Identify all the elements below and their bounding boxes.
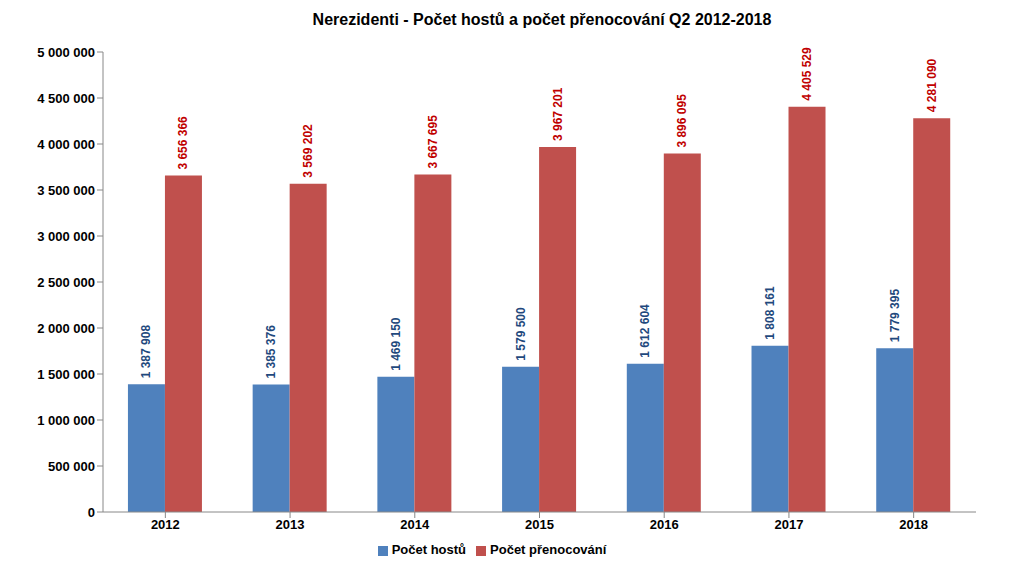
svg-text:2014: 2014 [400, 517, 430, 532]
svg-text:4 281 090: 4 281 090 [925, 58, 939, 112]
svg-text:2 500 000: 2 500 000 [37, 275, 95, 290]
svg-text:3 500 000: 3 500 000 [37, 183, 95, 198]
svg-text:4 000 000: 4 000 000 [37, 137, 95, 152]
svg-text:1 469 150: 1 469 150 [389, 317, 403, 371]
svg-text:1 000 000: 1 000 000 [37, 413, 95, 428]
svg-text:2 000 000: 2 000 000 [37, 321, 95, 336]
svg-text:500 000: 500 000 [48, 459, 95, 474]
html-text:Počet přenocování: Počet přenocování [490, 542, 607, 557]
svg-text:3 667 695: 3 667 695 [426, 115, 440, 169]
svg-text:5 000 000: 5 000 000 [37, 45, 95, 60]
svg-text:4 405 529: 4 405 529 [800, 47, 814, 101]
svg-text:1 612 604: 1 612 604 [638, 304, 652, 358]
svg-text:2015: 2015 [525, 517, 554, 532]
svg-text:1 500 000: 1 500 000 [37, 367, 95, 382]
svg-text:1 779 395: 1 779 395 [888, 289, 902, 343]
svg-text:2013: 2013 [276, 517, 305, 532]
svg-text:1 579 500: 1 579 500 [514, 307, 528, 361]
svg-text:1 387 908: 1 387 908 [139, 325, 153, 379]
svg-text:4 500 000: 4 500 000 [37, 91, 95, 106]
svg-text:3 896 095: 3 896 095 [675, 94, 689, 148]
svg-text:2018: 2018 [899, 517, 928, 532]
svg-text:3 000 000: 3 000 000 [37, 229, 95, 244]
svg-text:1 385 376: 1 385 376 [264, 325, 278, 379]
svg-text:3 967 201: 3 967 201 [551, 87, 565, 141]
html-text:Počet hostů: Počet hostů [391, 542, 466, 557]
svg-text:2017: 2017 [774, 517, 803, 532]
html-text:Nerezidenti - Počet hostů a po: Nerezidenti - Počet hostů a počet přenoc… [312, 11, 772, 28]
svg-text:3 656 366: 3 656 366 [176, 116, 190, 170]
svg-text:1 808 161: 1 808 161 [763, 286, 777, 340]
svg-text:0: 0 [88, 505, 95, 520]
svg-text:3 569 202: 3 569 202 [301, 124, 315, 178]
svg-text:2016: 2016 [650, 517, 679, 532]
svg-text:2012: 2012 [151, 517, 180, 532]
